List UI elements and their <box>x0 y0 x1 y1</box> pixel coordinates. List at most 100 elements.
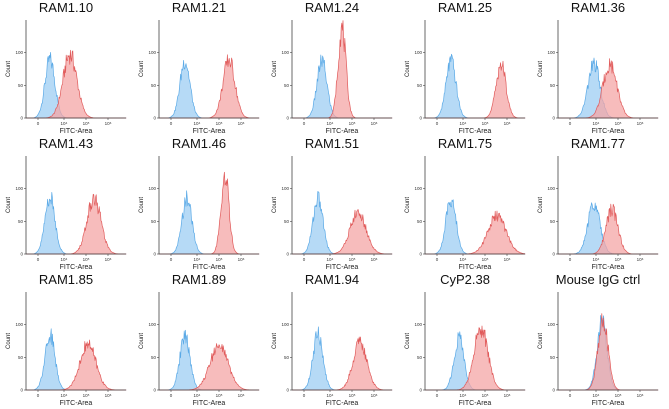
x-tick-label: 10⁶ <box>504 257 511 262</box>
x-tick-label: 10⁴ <box>460 121 467 126</box>
y-tick-label: 100 <box>547 186 555 191</box>
histogram-panel: RAM1.21 0 50 100 0 10⁴ 10⁵ 10⁶ FITC-Area Count <box>135 0 263 134</box>
x-tick-label: 0 <box>436 257 439 262</box>
y-tick-label: 100 <box>148 186 156 191</box>
antibody-histogram <box>424 60 526 119</box>
y-axis-label: Count <box>272 333 278 349</box>
y-axis-label: Count <box>272 61 278 77</box>
histogram-plot: 0 50 100 0 10⁴ 10⁵ 10⁶ FITC-Area Count <box>405 20 526 134</box>
y-axis-label: Count <box>272 197 278 213</box>
x-tick-label: 0 <box>303 121 306 126</box>
y-tick-label: 50 <box>550 219 556 224</box>
x-axis-label: FITC-Area <box>60 400 93 406</box>
axis-lines <box>291 292 392 391</box>
x-tick-label: 10⁵ <box>615 121 622 126</box>
x-tick-label: 10⁵ <box>216 257 223 262</box>
panel-title: RAM1.36 <box>570 0 626 15</box>
y-tick-label: 50 <box>417 83 423 88</box>
histogram-panel: RAM1.46 0 50 100 0 10⁴ 10⁵ 10⁶ FITC-Area Count <box>135 136 263 270</box>
x-tick-label: 0 <box>303 257 306 262</box>
histogram-panel: RAM1.24 0 50 100 0 10⁴ 10⁵ 10⁶ FITC-Area Count <box>268 0 396 134</box>
x-tick-label: 0 <box>436 121 439 126</box>
x-tick-label: 10⁵ <box>349 257 356 262</box>
y-tick-label: 100 <box>148 50 156 55</box>
y-tick-label: 0 <box>20 388 23 393</box>
y-tick-label: 0 <box>286 116 289 121</box>
isotype-histogram <box>291 326 393 391</box>
y-axis-label: Count <box>405 197 411 213</box>
x-tick-label: 10⁴ <box>61 121 68 126</box>
histogram-plot: 0 50 100 0 10⁴ 10⁵ 10⁶ FITC-Area Count <box>538 156 659 270</box>
y-tick-label: 50 <box>417 219 423 224</box>
x-tick-label: 0 <box>170 257 173 262</box>
x-tick-label: 10⁵ <box>482 257 489 262</box>
y-tick-label: 50 <box>284 219 290 224</box>
y-tick-label: 50 <box>151 83 157 88</box>
x-tick-label: 0 <box>569 393 572 398</box>
antibody-histogram <box>291 20 393 119</box>
x-tick-label: 10⁶ <box>105 121 112 126</box>
y-tick-label: 100 <box>547 50 555 55</box>
y-tick-label: 0 <box>552 388 555 393</box>
x-tick-label: 10⁴ <box>327 257 334 262</box>
panel-title: RAM1.25 <box>437 0 493 15</box>
y-axis-label: Count <box>538 61 544 77</box>
antibody-histogram <box>158 343 260 391</box>
x-tick-label: 10⁵ <box>482 121 489 126</box>
histogram-panel: RAM1.85 0 50 100 0 10⁴ 10⁵ 10⁶ FITC-Area Count <box>2 272 130 406</box>
y-axis-label: Count <box>538 333 544 349</box>
y-tick-label: 0 <box>20 116 23 121</box>
x-axis-label: FITC-Area <box>459 128 492 134</box>
x-tick-label: 10⁴ <box>327 121 334 126</box>
panel-title: CyP2.38 <box>440 272 490 287</box>
axis-lines <box>424 156 525 255</box>
x-tick-label: 10⁶ <box>238 257 245 262</box>
histogram-plot: 0 50 100 0 10⁴ 10⁵ 10⁶ FITC-Area Count <box>405 292 526 406</box>
x-axis-label: FITC-Area <box>193 400 226 406</box>
y-tick-label: 50 <box>550 83 556 88</box>
y-tick-label: 0 <box>153 388 156 393</box>
histogram-plot: 0 50 100 0 10⁴ 10⁵ 10⁶ FITC-Area Count <box>139 292 260 406</box>
y-tick-label: 0 <box>153 252 156 257</box>
x-axis-label: FITC-Area <box>592 264 625 270</box>
antibody-histogram <box>158 54 260 119</box>
y-tick-label: 100 <box>15 322 23 327</box>
histogram-plot: 0 50 100 0 10⁴ 10⁵ 10⁶ FITC-Area Count <box>272 156 393 270</box>
y-axis-label: Count <box>139 61 145 77</box>
histogram-panel: RAM1.36 0 50 100 0 10⁴ 10⁵ 10⁶ FITC-Area Count <box>534 0 662 134</box>
antibody-histogram <box>158 171 260 255</box>
antibody-histogram <box>557 313 659 391</box>
x-tick-label: 0 <box>37 121 40 126</box>
histogram-panel: RAM1.51 0 50 100 0 10⁴ 10⁵ 10⁶ FITC-Area Count <box>268 136 396 270</box>
x-tick-label: 10⁵ <box>349 121 356 126</box>
y-tick-label: 50 <box>417 355 423 360</box>
panel-title: RAM1.77 <box>570 136 626 151</box>
panel-title: RAM1.51 <box>304 136 360 151</box>
isotype-histogram <box>291 191 393 255</box>
x-tick-label: 10⁶ <box>637 257 644 262</box>
antibody-histogram <box>557 203 659 255</box>
panel-title: RAM1.89 <box>171 272 227 287</box>
y-axis-label: Count <box>6 197 12 213</box>
isotype-histogram <box>158 59 260 119</box>
x-axis-label: FITC-Area <box>459 264 492 270</box>
y-tick-label: 0 <box>286 252 289 257</box>
y-tick-label: 0 <box>552 252 555 257</box>
histogram-plot: 0 50 100 0 10⁴ 10⁵ 10⁶ FITC-Area Count <box>538 292 659 406</box>
antibody-histogram <box>291 336 393 391</box>
isotype-histogram <box>158 190 260 255</box>
y-axis-label: Count <box>405 61 411 77</box>
histogram-panel: RAM1.43 0 50 100 0 10⁴ 10⁵ 10⁶ FITC-Area Count <box>2 136 130 270</box>
x-axis-label: FITC-Area <box>592 400 625 406</box>
x-tick-label: 10⁶ <box>637 121 644 126</box>
y-tick-label: 50 <box>18 83 24 88</box>
panel-title: RAM1.10 <box>38 0 94 15</box>
y-tick-label: 0 <box>286 388 289 393</box>
x-axis-label: FITC-Area <box>60 264 93 270</box>
histogram-plot: 0 50 100 0 10⁴ 10⁵ 10⁶ FITC-Area Count <box>405 156 526 270</box>
y-tick-label: 50 <box>284 355 290 360</box>
histogram-plot: 0 50 100 0 10⁴ 10⁵ 10⁶ FITC-Area Count <box>272 20 393 134</box>
x-tick-label: 10⁵ <box>83 121 90 126</box>
x-axis-label: FITC-Area <box>193 264 226 270</box>
y-tick-label: 0 <box>153 116 156 121</box>
